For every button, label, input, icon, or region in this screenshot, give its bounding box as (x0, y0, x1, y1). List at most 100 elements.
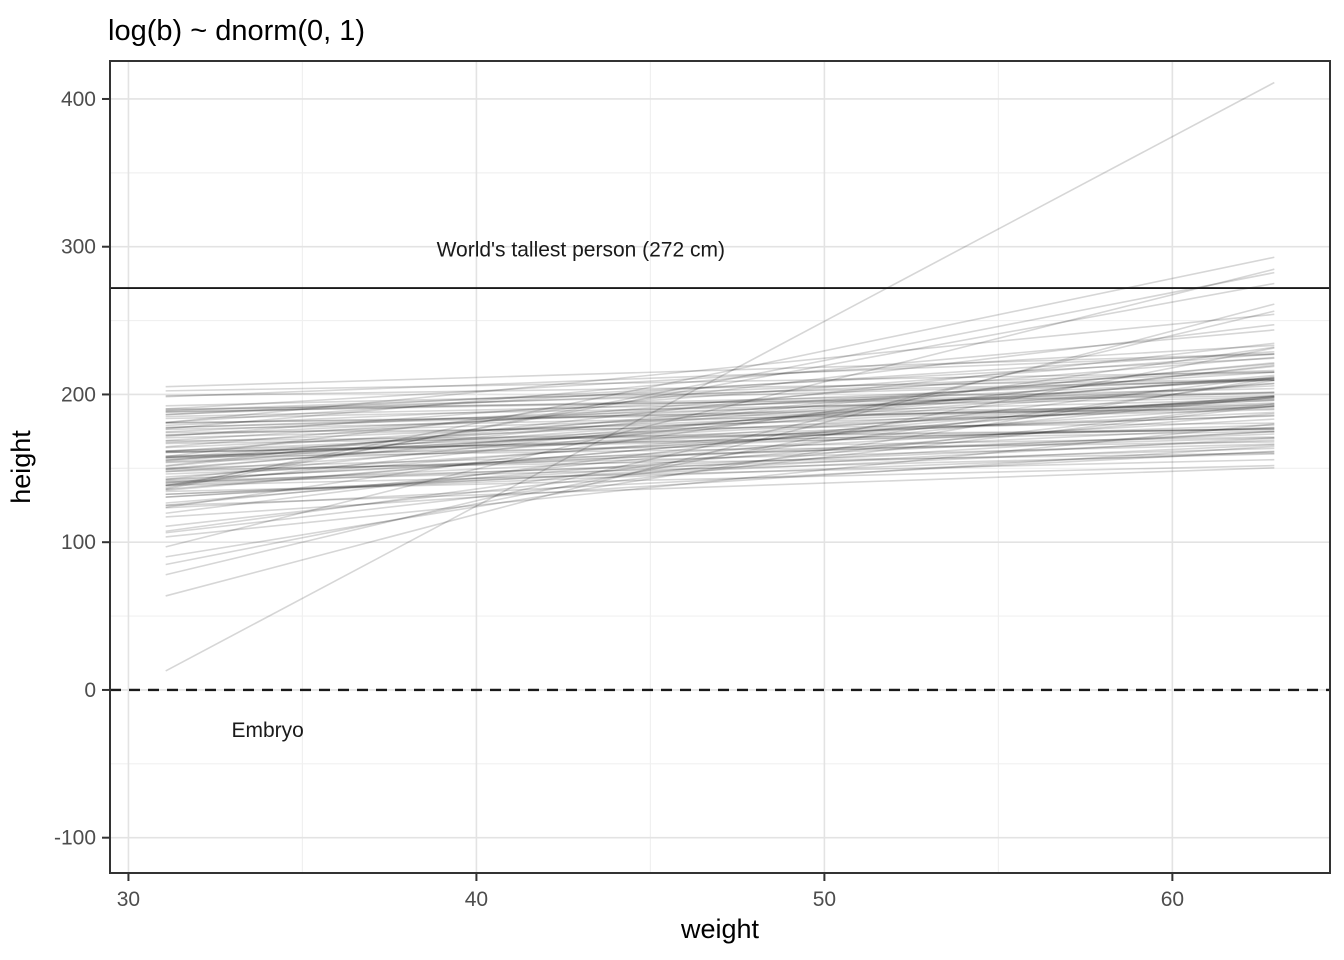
prior-line (165, 371, 1275, 442)
prior-line (165, 81, 1275, 672)
axis-tick-marks (102, 97, 1174, 881)
prior-line (165, 402, 1275, 436)
prior-line (165, 379, 1275, 533)
prior-line (165, 371, 1275, 392)
x-axis-tick-label: 60 (1161, 888, 1184, 911)
prior-line (165, 356, 1275, 448)
prior-line (165, 396, 1275, 491)
prior-line (165, 422, 1275, 434)
prior-line (165, 428, 1275, 442)
prior-line (165, 377, 1275, 427)
prior-line (165, 323, 1275, 458)
prior-predictive-lines (165, 81, 1275, 672)
prior-line (165, 445, 1275, 518)
prior-line (165, 427, 1275, 454)
prior-line (165, 436, 1275, 457)
prior-line (165, 398, 1275, 429)
prior-line (165, 271, 1275, 490)
prior-line (165, 395, 1275, 492)
prior-line (165, 404, 1275, 534)
prior-line (165, 365, 1275, 481)
prior-line (165, 439, 1275, 486)
prior-line (165, 412, 1275, 504)
prior-line (165, 313, 1275, 424)
prior-line (165, 396, 1275, 507)
prior-line (165, 379, 1275, 407)
y-axis-tick-label: 100 (61, 531, 96, 554)
prior-line (165, 447, 1275, 483)
prior-line (165, 403, 1275, 528)
prior-line (165, 406, 1275, 431)
x-axis-title: weight (680, 914, 760, 944)
prior-line (165, 415, 1275, 453)
prior-line (165, 382, 1275, 470)
prior-line (165, 430, 1275, 498)
prior-line (165, 392, 1275, 418)
prior-line (165, 418, 1275, 482)
prior-line (165, 377, 1275, 558)
prior-line (165, 414, 1275, 458)
prior-line (165, 344, 1275, 410)
annotation-label: Embryo (231, 719, 303, 742)
prior-line (165, 342, 1275, 467)
plot-title: log(b) ~ dnorm(0, 1) (108, 15, 365, 47)
prior-line (165, 329, 1275, 430)
prior-line (165, 347, 1275, 566)
prior-line (165, 426, 1275, 480)
prior-line (165, 411, 1275, 463)
x-axis-tick-label: 40 (465, 888, 488, 911)
prior-line (165, 268, 1275, 548)
prior-line (165, 441, 1275, 459)
prior-line (165, 431, 1275, 485)
prior-line (165, 450, 1275, 509)
prior-line (165, 408, 1275, 439)
prior-line (165, 379, 1275, 433)
prior-line (165, 464, 1275, 493)
prior-line (165, 364, 1275, 487)
prior-line (165, 282, 1275, 487)
prior-line (165, 467, 1275, 507)
prior-line (165, 303, 1275, 597)
prior-line (165, 407, 1275, 424)
x-axis-tick-label: 50 (813, 888, 836, 911)
prior-line (165, 395, 1275, 473)
prior-line (165, 395, 1275, 410)
prior-line (165, 453, 1275, 483)
prior-line (165, 353, 1275, 438)
prior-line (165, 427, 1275, 453)
prior-line (165, 458, 1275, 487)
y-axis-tick-label: 200 (61, 383, 96, 406)
prior-line (165, 256, 1275, 489)
prior-line (165, 391, 1275, 429)
prior-line (165, 310, 1275, 576)
prior-line (165, 353, 1275, 398)
prior-line (165, 428, 1275, 445)
annotation-lines (110, 287, 1330, 692)
x-axis-tick-label: 30 (117, 888, 140, 911)
prior-line (165, 404, 1275, 424)
y-axis-tick-label: 300 (61, 236, 96, 259)
prior-line (165, 352, 1275, 388)
prior-line (165, 394, 1275, 484)
prior-line (165, 391, 1275, 413)
annotation-labels: World's tallest person (272 cm) Embryo (231, 239, 725, 742)
prior-line (165, 362, 1275, 462)
prior-line (165, 405, 1275, 452)
prior-line (165, 430, 1275, 454)
annotation-label: World's tallest person (272 cm) (437, 239, 725, 262)
prior-line (165, 361, 1275, 468)
axis-tick-labels: 30 40 50 60 -100 0 100 200 300 400 (54, 88, 1184, 911)
y-axis-title: height (6, 430, 36, 504)
prior-line (165, 399, 1275, 449)
prior-line (165, 444, 1275, 496)
prior-line (165, 443, 1275, 473)
prior-line (165, 377, 1275, 453)
prior-line (165, 403, 1275, 459)
prior-line (165, 437, 1275, 498)
prior-line (165, 374, 1275, 471)
prior-line (165, 423, 1275, 538)
prior-line (165, 369, 1275, 412)
gridlines-minor (110, 61, 1330, 873)
